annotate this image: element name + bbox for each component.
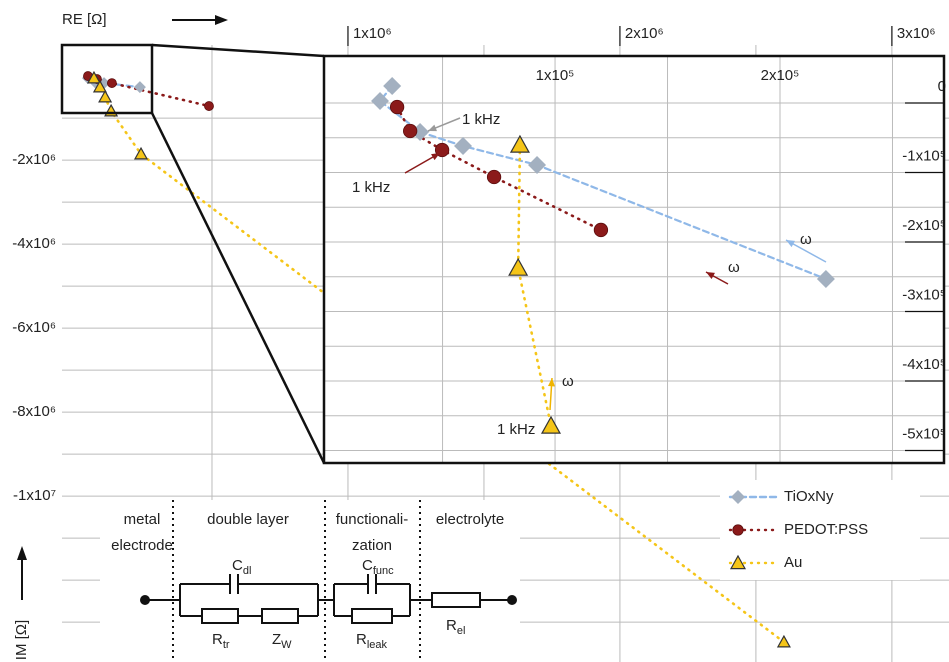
legend-label: PEDOT:PSS	[784, 521, 868, 538]
element-label: ZW	[272, 631, 292, 651]
zoom-box	[60, 43, 154, 115]
marker	[133, 146, 149, 160]
y-tick-label: -4x10⁵	[902, 356, 946, 373]
annotation: ω	[728, 259, 740, 276]
y-tick-label: -2x10⁶	[12, 151, 56, 168]
element-symbol: C	[232, 557, 243, 574]
element-subscript: W	[281, 639, 292, 651]
annotation-arrowhead	[706, 272, 715, 280]
y-tick-label: -1x10⁵	[902, 147, 946, 164]
marker	[816, 269, 835, 288]
marker	[383, 76, 402, 95]
marker	[133, 81, 146, 94]
terminal	[140, 595, 150, 605]
annotation-arrowhead	[786, 240, 795, 248]
x-tick-label: 1x10⁵	[536, 67, 575, 84]
annotation: 1 kHz	[352, 179, 390, 196]
element-label: Rleak	[356, 631, 388, 651]
y-axis-label: IM [Ω]	[13, 620, 30, 660]
marker	[540, 415, 562, 434]
zoom-connector	[151, 43, 325, 58]
y-tick-label: -6x10⁶	[12, 319, 56, 336]
element-symbol: R	[356, 631, 367, 648]
element-symbol: Z	[272, 631, 281, 648]
marker	[509, 134, 530, 153]
marker	[389, 99, 405, 115]
terminal	[507, 595, 517, 605]
marker	[86, 70, 101, 84]
annotation: ω	[562, 373, 574, 390]
annotation-arrowhead	[428, 124, 437, 132]
x-axis-label: RE [Ω]	[62, 11, 107, 28]
marker	[403, 123, 418, 139]
region-label: electrolyte	[436, 511, 504, 528]
wires	[145, 574, 512, 624]
annotation: ω	[800, 231, 812, 248]
inset-plot: 1x10⁵ 2x10⁵ 0 -1x10⁵ -2x10⁵ -3x10⁵ -4x10⁵ -5x10…	[324, 56, 946, 463]
element-symbol: R	[212, 631, 223, 648]
marker	[776, 634, 791, 648]
annotation: 1 kHz	[462, 111, 500, 128]
y-tick-label: -2x10⁵	[902, 217, 946, 234]
element-label: Rel	[446, 617, 465, 637]
x-axis-arrowhead	[215, 15, 228, 25]
y-tick-label: -3x10⁵	[902, 286, 946, 303]
x-tick-label: 2x10⁵	[761, 67, 800, 84]
annotation: 1 kHz	[497, 421, 535, 438]
region-label: zation	[352, 537, 392, 554]
element-subscript: dl	[243, 565, 252, 577]
element-label: Cfunc	[362, 557, 394, 577]
series-line	[516, 143, 553, 428]
element-symbol: C	[362, 557, 373, 574]
x-tick-label: 1x10⁶	[353, 25, 392, 42]
element-label: Cdl	[232, 557, 251, 577]
marker	[731, 490, 745, 504]
y-tick-label: -5x10⁵	[902, 425, 946, 442]
circuit: metal electrode double layer functionali-za…	[100, 500, 520, 662]
y-tick-label: -8x10⁶	[12, 403, 56, 420]
zoom-connector	[150, 112, 326, 464]
y-tick-label: -1x10⁷	[13, 487, 56, 504]
legend-label: Au	[784, 554, 802, 571]
y-tick-label: -4x10⁶	[12, 235, 56, 252]
marker	[593, 222, 609, 238]
x-tick-label: 3x10⁶	[897, 25, 936, 42]
circuit-background	[100, 500, 520, 662]
element-symbol: R	[446, 617, 457, 634]
marker	[371, 91, 390, 110]
element-subscript: leak	[367, 639, 388, 651]
x-tick-label: 2x10⁶	[625, 25, 664, 42]
element-subscript: tr	[223, 639, 230, 651]
region-label: functionali-	[336, 511, 409, 528]
marker	[486, 169, 502, 185]
marker	[92, 79, 107, 93]
annotation-arrowhead	[431, 153, 440, 161]
marker	[454, 137, 473, 156]
legend-label: TiOxNy	[784, 488, 834, 505]
element-subscript: el	[457, 625, 466, 637]
element-label: Rtr	[212, 631, 230, 651]
marker	[107, 78, 117, 88]
marker	[98, 89, 113, 103]
y-tick-label: 0	[938, 78, 946, 95]
marker	[204, 101, 214, 111]
marker	[508, 257, 529, 276]
region-label: double layer	[207, 511, 289, 528]
y-axis-arrowhead	[17, 546, 27, 560]
inset-frame	[322, 54, 946, 465]
marker	[729, 554, 747, 570]
element-subscript: func	[373, 565, 394, 577]
marker	[528, 155, 547, 174]
annotation-arrowhead	[547, 378, 555, 387]
marker	[732, 524, 744, 536]
legend: TiOxNy PEDOT:PSS Au	[720, 480, 920, 580]
region-label: electrode	[111, 537, 173, 554]
inset-background	[324, 56, 944, 463]
region-label: metal	[124, 511, 161, 528]
